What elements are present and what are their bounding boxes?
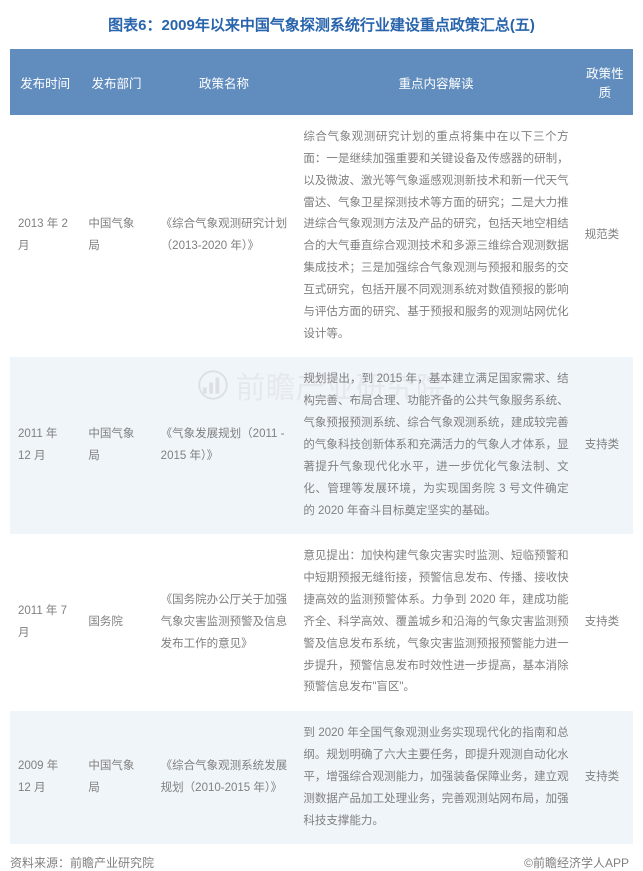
footer-copyright: ©前瞻经济学人APP bbox=[524, 854, 629, 871]
cell-name: 《综合气象观测研究计划（2013-2020 年）》 bbox=[153, 115, 296, 357]
cell-dept: 国务院 bbox=[80, 534, 152, 711]
table-row: 2011 年 12 月 中国气象局 《气象发展规划（2011 - 2015 年）… bbox=[10, 357, 633, 534]
cell-desc: 规划提出，到 2015 年，基本建立满足国家需求、结构完善、布局合理、功能齐备的… bbox=[295, 357, 576, 534]
footer-source: 资料来源：前瞻产业研究院 bbox=[10, 854, 154, 871]
cell-type: 支持类 bbox=[577, 534, 633, 711]
cell-name: 《国务院办公厅关于加强气象灾害监测预警及信息发布工作的意见》 bbox=[153, 534, 296, 711]
page-title: 图表6：2009年以来中国气象探测系统行业建设重点政策汇总(五) bbox=[0, 0, 643, 49]
col-header-dept: 发布部门 bbox=[80, 49, 152, 115]
col-header-desc: 重点内容解读 bbox=[295, 49, 576, 115]
cell-dept: 中国气象局 bbox=[80, 357, 152, 534]
cell-date: 2011 年 12 月 bbox=[10, 357, 80, 534]
cell-date: 2013 年 2 月 bbox=[10, 115, 80, 357]
table-row: 2011 年 7 月 国务院 《国务院办公厅关于加强气象灾害监测预警及信息发布工… bbox=[10, 534, 633, 711]
col-header-date: 发布时间 bbox=[10, 49, 80, 115]
cell-date: 2009 年 12 月 bbox=[10, 711, 80, 844]
col-header-name: 政策名称 bbox=[153, 49, 296, 115]
cell-type: 支持类 bbox=[577, 357, 633, 534]
cell-dept: 中国气象局 bbox=[80, 711, 152, 844]
table-row: 2013 年 2 月 中国气象局 《综合气象观测研究计划（2013-2020 年… bbox=[10, 115, 633, 357]
cell-desc: 到 2020 年全国气象观测业务实现现代化的指南和总纲。规划明确了六大主要任务，… bbox=[295, 711, 576, 844]
cell-name: 《综合气象观测系统发展规划（2010-2015 年）》 bbox=[153, 711, 296, 844]
policy-table: 发布时间 发布部门 政策名称 重点内容解读 政策性质 2013 年 2 月 中国… bbox=[10, 49, 633, 844]
cell-type: 规范类 bbox=[577, 115, 633, 357]
cell-desc: 综合气象观测研究计划的重点将集中在以下三个方面：一是继续加强重要和关键设备及传感… bbox=[295, 115, 576, 357]
cell-date: 2011 年 7 月 bbox=[10, 534, 80, 711]
cell-name: 《气象发展规划（2011 - 2015 年）》 bbox=[153, 357, 296, 534]
cell-desc: 意见提出：加快构建气象灾害实时监测、短临预警和中短期预报无缝衔接，预警信息发布、… bbox=[295, 534, 576, 711]
page-footer: 资料来源：前瞻产业研究院 ©前瞻经济学人APP bbox=[10, 844, 633, 871]
table-row: 2009 年 12 月 中国气象局 《综合气象观测系统发展规划（2010-201… bbox=[10, 711, 633, 844]
cell-type: 支持类 bbox=[577, 711, 633, 844]
table-header-row: 发布时间 发布部门 政策名称 重点内容解读 政策性质 bbox=[10, 49, 633, 115]
cell-dept: 中国气象局 bbox=[80, 115, 152, 357]
col-header-type: 政策性质 bbox=[577, 49, 633, 115]
